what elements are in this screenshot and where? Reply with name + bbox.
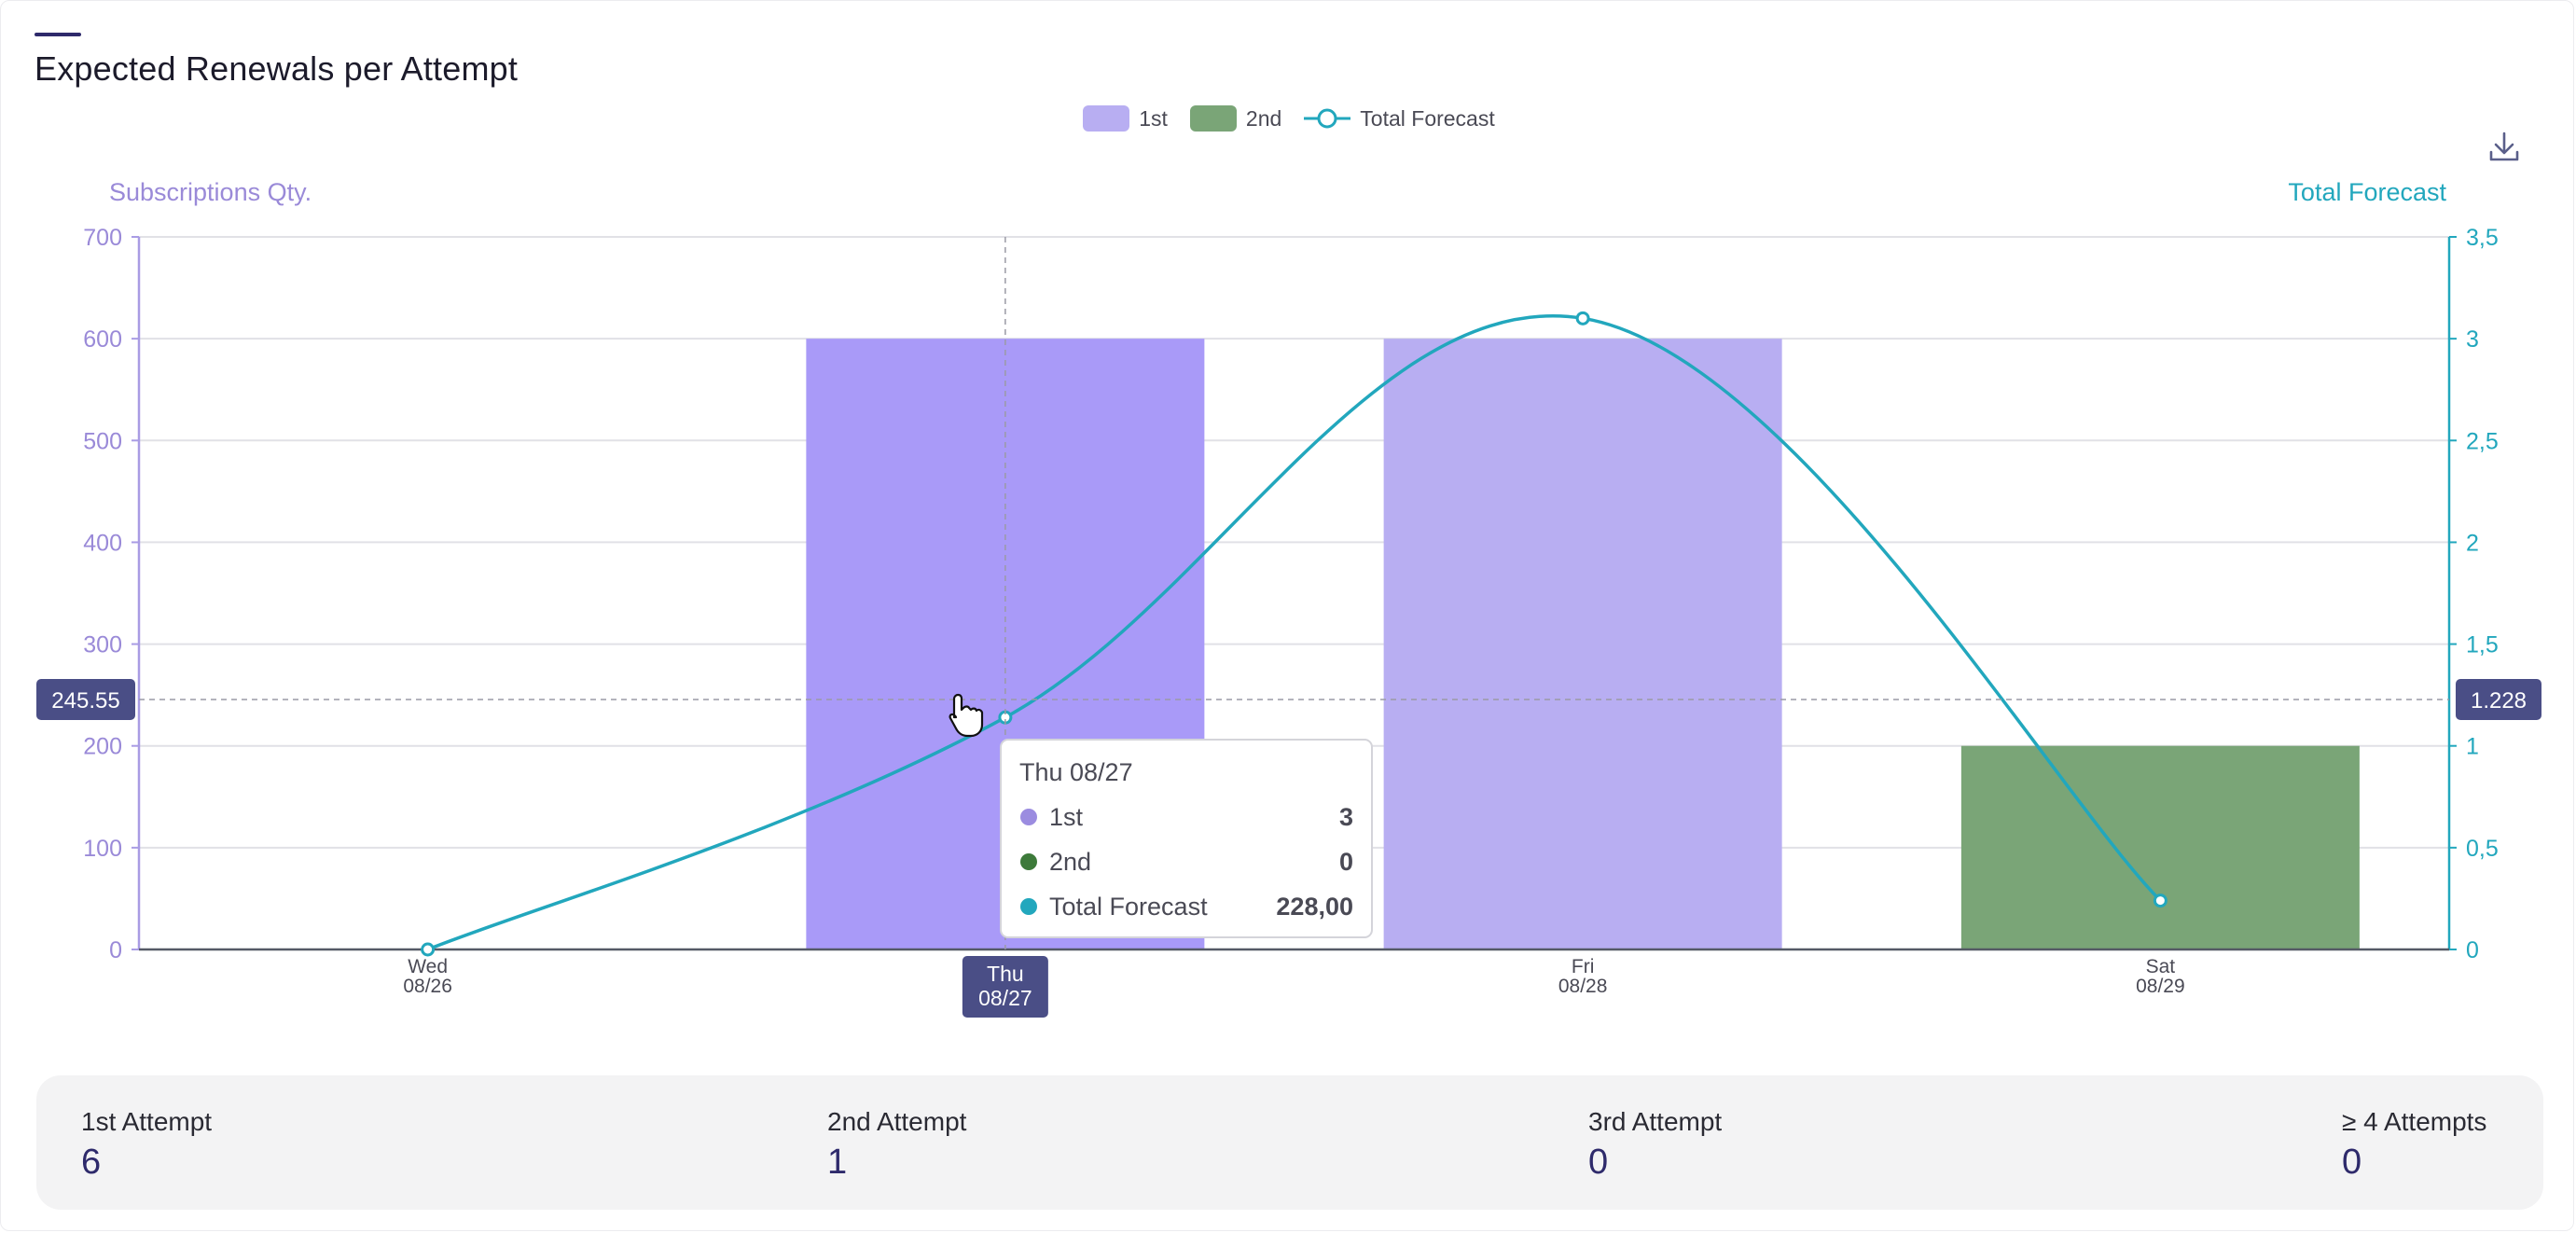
- download-icon[interactable]: [2486, 128, 2523, 165]
- y2-tick-label: 0: [2466, 937, 2479, 963]
- tooltip-row-label: 2nd: [1049, 848, 1091, 876]
- title-accent-bar: [35, 33, 81, 36]
- legend-item-1st[interactable]: 1st: [1083, 105, 1168, 132]
- summary-label: 2nd Attempt: [827, 1107, 967, 1136]
- summary-4plus-attempts: ≥ 4 Attempts 0: [2342, 1107, 2486, 1183]
- x-tick-label-date: 08/26: [403, 976, 452, 997]
- y-tick-label: 700: [83, 225, 122, 251]
- summary-2nd-attempt: 2nd Attempt 1: [827, 1107, 966, 1183]
- y-tick-label: 0: [109, 937, 122, 963]
- crosshair-x-badge: [962, 956, 1048, 1018]
- y-tick-label: 600: [83, 326, 122, 353]
- tooltip-row-value: 3: [1339, 803, 1353, 831]
- x-tick-label-date: 08/28: [1558, 976, 1608, 997]
- legend-label-total-forecast: Total Forecast: [1360, 105, 1495, 131]
- y2-tick-label: 2: [2466, 530, 2479, 556]
- x-tick-label-day: Sat: [2146, 956, 2176, 977]
- y-tick-label: 100: [83, 836, 122, 862]
- crosshair-x-label-day: Thu: [987, 962, 1024, 986]
- y-tick-label: 400: [83, 530, 122, 556]
- tooltip-row-value: 0: [1339, 848, 1353, 876]
- tooltip-dot: [1020, 853, 1037, 870]
- tooltip-row-label: Total Forecast: [1049, 893, 1208, 921]
- tooltip-title: Thu 08/27: [1019, 758, 1133, 786]
- legend: 1st 2nd Total Forecast: [1, 105, 2576, 132]
- legend-swatch-1st: [1083, 105, 1130, 132]
- tooltip-dot: [1020, 898, 1037, 915]
- y2-tick-label: 1: [2466, 734, 2479, 760]
- tooltip-row-label: 1st: [1049, 803, 1084, 831]
- y2-tick-label: 0,5: [2466, 836, 2499, 862]
- summary-label: 1st Attempt: [81, 1107, 213, 1136]
- x-tick-label-date: 08/29: [2136, 976, 2185, 997]
- tooltip-box: [1000, 739, 1373, 938]
- summary-value: 0: [2342, 1143, 2362, 1182]
- legend-item-2nd[interactable]: 2nd: [1189, 105, 1282, 132]
- crosshair-left-label: 245.55: [51, 688, 119, 713]
- y-axis-title-right: Total Forecast: [2288, 178, 2446, 206]
- crosshair-right-label: 1.228: [2471, 688, 2527, 713]
- summary-label: 3rd Attempt: [1588, 1107, 1723, 1136]
- tooltip-row-value: 228,00: [1276, 893, 1353, 921]
- line-point-sat: [2153, 894, 2167, 908]
- y2-tick-label: 1,5: [2466, 632, 2499, 658]
- legend-swatch-total-forecast: [1304, 108, 1351, 129]
- bar-1st-fri: [1383, 339, 1782, 950]
- summary-3rd-attempt: 3rd Attempt 0: [1588, 1107, 1722, 1183]
- legend-swatch-2nd: [1189, 105, 1237, 132]
- crosshair-x-label-date: 08/27: [978, 986, 1032, 1010]
- crosshair-left-badge: [36, 678, 135, 720]
- line-point-wed: [421, 942, 436, 957]
- chart-plot: 0 100 200 300 400 500 600 700 0 0,5 1 1,5 2 2,5 3 3,5 We…: [36, 225, 2541, 1018]
- y2-tick-label: 3: [2466, 326, 2479, 353]
- x-tick-label-day: Wed: [408, 956, 448, 977]
- y-tick-label: 300: [83, 632, 122, 658]
- line-point-fri: [1575, 311, 1590, 326]
- attempts-summary: 1st Attempt 6 2nd Attempt 1 3rd Attempt …: [36, 1075, 2543, 1210]
- summary-label: ≥ 4 Attempts: [2342, 1107, 2487, 1136]
- hand-pointer-icon: [949, 693, 984, 738]
- crosshair-right-badge: [2456, 678, 2541, 720]
- hand-pointer-shape: [949, 693, 984, 738]
- y-tick-label: 500: [83, 428, 122, 454]
- y-axis-title-left: Subscriptions Qty.: [109, 178, 312, 206]
- summary-value: 6: [81, 1143, 102, 1182]
- summary-value: 1: [827, 1143, 848, 1182]
- y2-tick-label: 2,5: [2466, 428, 2499, 454]
- y2-tick-label: 3,5: [2466, 225, 2499, 251]
- legend-item-total-forecast[interactable]: Total Forecast: [1304, 105, 1495, 132]
- tooltip-dot: [1020, 809, 1037, 825]
- line-total-forecast: [426, 314, 2162, 951]
- x-tick-label-day: Fri: [1572, 956, 1595, 977]
- summary-value: 0: [1588, 1143, 1609, 1182]
- legend-label-2nd: 2nd: [1245, 105, 1282, 131]
- summary-1st-attempt: 1st Attempt 6: [81, 1107, 212, 1183]
- legend-label-1st: 1st: [1139, 105, 1168, 131]
- y-tick-label: 200: [83, 734, 122, 760]
- bar-2nd-sat: [1960, 745, 2360, 949]
- chart-title: Expected Renewals per Attempt: [35, 49, 519, 88]
